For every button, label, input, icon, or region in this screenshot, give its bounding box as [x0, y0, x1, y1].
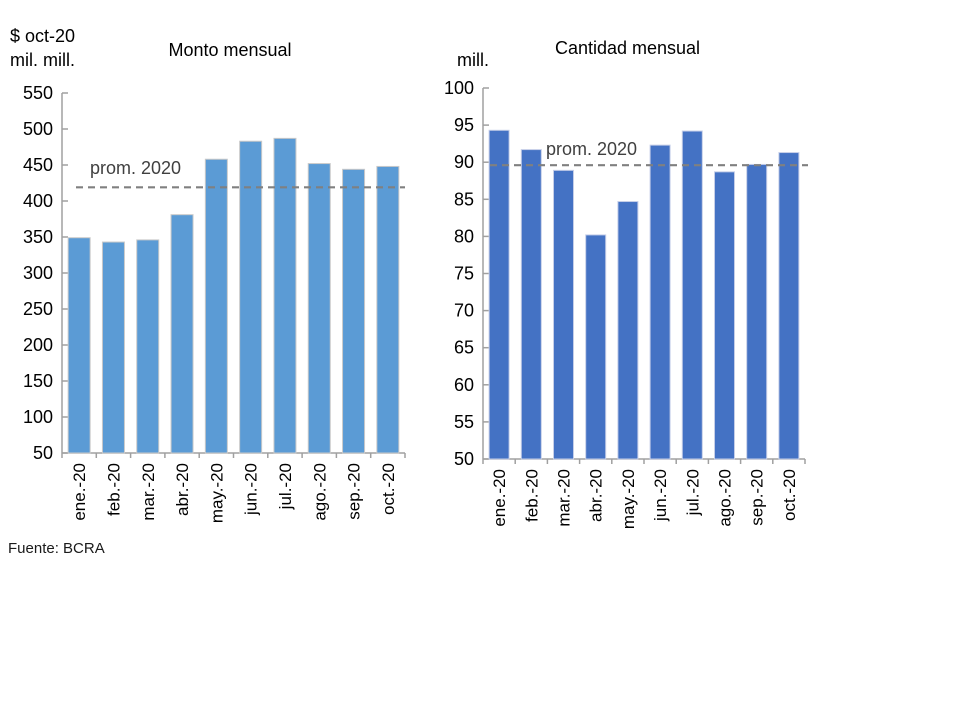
right-bar-chart: 50 55 60 65 70 75 80 85 90 95 100 ene.-20 feb.-20 mar…: [444, 78, 808, 529]
bar-may.-20: [204, 158, 228, 454]
x-category-label: may.-20: [207, 463, 226, 523]
y-tick-label: 75: [454, 264, 474, 284]
y-tick-label: 55: [454, 412, 474, 432]
x-category-label: sep.-20: [748, 469, 767, 526]
x-category-label: jun.-20: [242, 463, 261, 516]
x-category-label: jun.-20: [651, 469, 670, 522]
y-tick-label: 50: [454, 449, 474, 469]
right-chart-unit-label: mill.: [457, 50, 489, 70]
left-bar-chart: 50 100 150 200 250 300 350 400 450 500 550 ene.-20 f…: [23, 83, 406, 523]
bar-ene.-20: [67, 237, 91, 454]
y-tick-label: 400: [23, 191, 53, 211]
y-tick-label: 150: [23, 371, 53, 391]
y-tick-label: 90: [454, 152, 474, 172]
left-chart-average-label: prom. 2020: [90, 158, 182, 178]
y-tick-label: 100: [444, 78, 474, 98]
x-category-label: mar.-20: [555, 469, 574, 527]
bar-sep.-20: [746, 163, 768, 460]
bar-jun.-20: [649, 144, 671, 460]
charts-drawing-surface: 50 100 150 200 250 300 350 400 450 500 550 ene.-20 f…: [23, 78, 808, 529]
bar-ago.-20: [714, 171, 735, 460]
bar-mar.-20: [553, 169, 574, 460]
left-chart-unit-line1: $ oct-20: [10, 26, 76, 46]
source-note: Fuente: BCRA: [8, 540, 105, 557]
x-category-label: oct.-20: [780, 469, 799, 521]
x-category-label: feb.-20: [522, 469, 541, 522]
bar-ene.-20: [488, 129, 510, 460]
x-category-label: jul.-20: [683, 469, 702, 516]
bar-mar.-20: [136, 239, 160, 454]
y-tick-label: 350: [23, 227, 53, 247]
y-tick-label: 95: [454, 115, 474, 135]
y-tick-label: 250: [23, 299, 53, 319]
x-category-label: oct.-20: [379, 463, 398, 515]
x-category-label: sep.-20: [345, 463, 364, 520]
x-category-label: abr.-20: [587, 469, 606, 522]
x-category-label: ene.-20: [70, 463, 89, 521]
bar-ago.-20: [307, 163, 331, 454]
bar-sep.-20: [342, 168, 366, 454]
left-chart-title: Monto mensual: [168, 40, 292, 60]
bar-jul.-20: [681, 130, 703, 460]
x-category-label: ago.-20: [310, 463, 329, 521]
bar-feb.-20: [101, 241, 125, 454]
y-tick-label: 450: [23, 155, 53, 175]
x-category-label: jul.-20: [276, 463, 295, 510]
bar-oct.-20: [778, 152, 800, 460]
right-chart-title: Cantidad mensual: [554, 38, 701, 58]
x-category-label: abr.-20: [173, 463, 192, 516]
bar-may.-20: [617, 201, 639, 460]
x-category-label: ago.-20: [716, 469, 735, 527]
bar-abr.-20: [585, 234, 607, 460]
x-category-label: may.-20: [619, 469, 638, 529]
y-tick-label: 200: [23, 335, 53, 355]
left-chart-unit-label: $ oct-20 mil. mill.: [10, 24, 75, 72]
y-tick-label: 65: [454, 338, 474, 358]
x-category-label: feb.-20: [104, 463, 123, 516]
y-tick-label: 85: [454, 189, 474, 209]
bar-oct.-20: [376, 165, 400, 454]
y-tick-label: 80: [454, 226, 474, 246]
y-tick-label: 550: [23, 83, 53, 103]
bar-abr.-20: [170, 214, 194, 454]
y-tick-label: 60: [454, 375, 474, 395]
bar-feb.-20: [520, 149, 542, 460]
y-tick-label: 70: [454, 301, 474, 321]
x-category-label: ene.-20: [490, 469, 509, 527]
y-tick-label: 500: [23, 119, 53, 139]
y-tick-label: 300: [23, 263, 53, 283]
right-chart-average-label: prom. 2020: [546, 139, 638, 159]
x-category-label: mar.-20: [139, 463, 158, 521]
bar-jul.-20: [273, 137, 297, 454]
bar-jun.-20: [239, 140, 263, 454]
left-chart-unit-line2: mil. mill.: [10, 50, 75, 70]
y-tick-label: 50: [33, 443, 53, 463]
y-tick-label: 100: [23, 407, 53, 427]
